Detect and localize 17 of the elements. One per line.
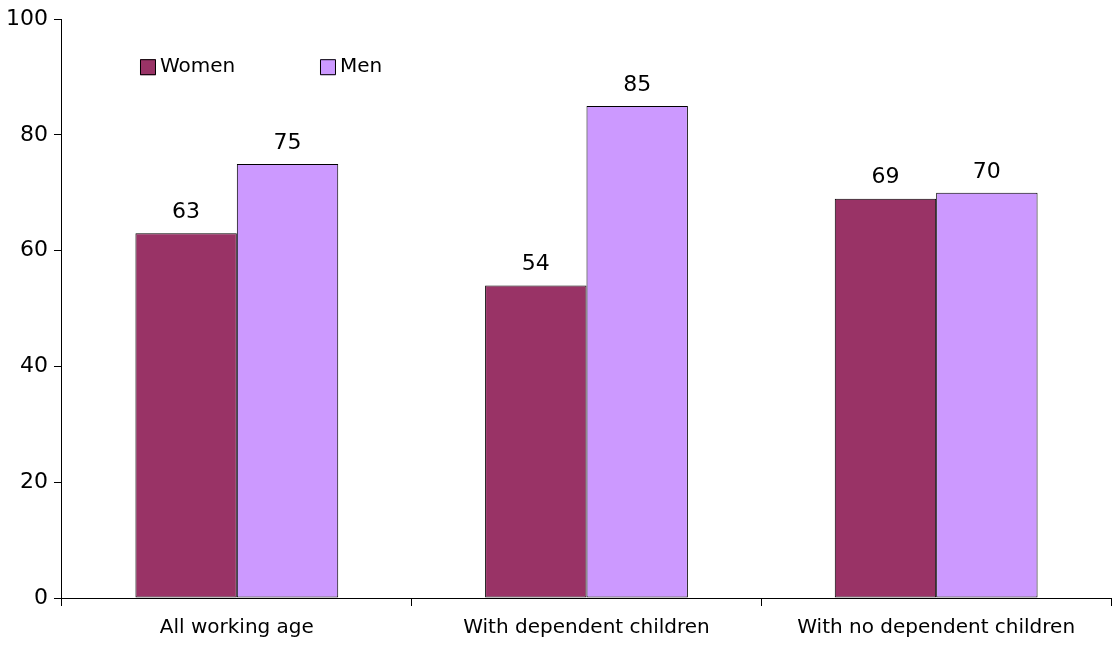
x-tick-label: All working age — [159, 614, 314, 639]
data-label: 63 — [172, 198, 201, 224]
legend-label: Women — [159, 53, 236, 78]
data-label: 69 — [871, 163, 900, 189]
y-tick-label: 80 — [19, 120, 48, 146]
y-tick-label: 0 — [33, 583, 48, 609]
data-label: 75 — [273, 128, 302, 154]
data-label: 85 — [623, 70, 652, 96]
y-tick-label: 60 — [19, 236, 48, 262]
legend-label: Men — [339, 53, 383, 78]
y-tick-label: 100 — [5, 4, 48, 30]
data-label: 70 — [972, 157, 1001, 183]
x-tick-label: With dependent children — [463, 614, 710, 639]
x-tick-label: With no dependent children — [797, 614, 1076, 639]
data-label: 54 — [521, 250, 550, 276]
y-tick-label: 20 — [19, 467, 48, 493]
y-tick-label: 40 — [19, 352, 48, 378]
